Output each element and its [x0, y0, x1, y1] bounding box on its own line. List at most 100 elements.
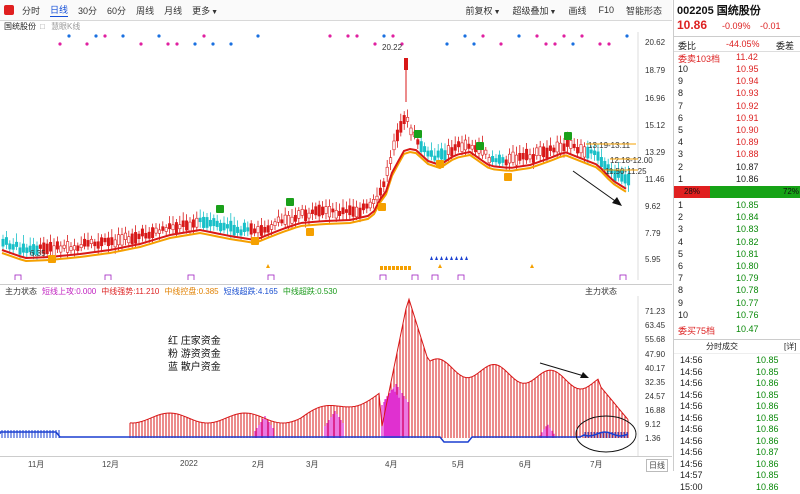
- level-price: 10.88: [736, 149, 759, 160]
- candle-body: [222, 222, 226, 231]
- marker: [465, 256, 468, 260]
- stock-name-label: 国统股份: [4, 21, 36, 31]
- sell-level-row[interactable]: 7 10.92: [674, 101, 800, 113]
- candle-body: [62, 244, 66, 249]
- level-label: 2: [678, 161, 684, 172]
- indicator-dropdown[interactable]: □ 慧眼K线: [40, 21, 81, 31]
- buy-level-row[interactable]: 2 10.84: [674, 212, 800, 224]
- candle-body: [300, 209, 304, 216]
- tab-weekly[interactable]: 周线: [136, 5, 155, 16]
- candle-body: [351, 206, 355, 217]
- sell-level-row[interactable]: 1 10.86: [674, 174, 800, 186]
- candle-body: [283, 214, 287, 225]
- candle-body: [334, 210, 338, 219]
- trade-price: 10.86: [756, 378, 779, 388]
- tab-30min[interactable]: 30分: [78, 5, 98, 16]
- buy-level-row[interactable]: 9 10.77: [674, 298, 800, 310]
- diff-label: 委差: [776, 41, 795, 51]
- candle-body: [559, 142, 563, 154]
- level-price: 10.89: [736, 137, 759, 148]
- candle-body: [59, 245, 63, 253]
- signal-dot: [211, 42, 215, 46]
- candle-body: [117, 234, 121, 246]
- sell-level-row[interactable]: 10 10.95: [674, 64, 800, 76]
- indicator-right-name[interactable]: 主力状态: [585, 286, 617, 296]
- candle-body: [290, 216, 294, 224]
- buy-level-row[interactable]: 8 10.78: [674, 285, 800, 297]
- pattern-button[interactable]: 智能形态: [625, 5, 662, 16]
- y-tick: 13.29: [645, 148, 666, 157]
- y-tick: 32.35: [645, 378, 666, 387]
- capital-flow-chart[interactable]: [0, 296, 672, 456]
- signal-labels: [48, 130, 572, 263]
- candle-body: [389, 157, 393, 164]
- quote-panel: 002205 国统股份 10.86 -0.09% -0.01 委比 -44.05…: [673, 0, 800, 492]
- high-price-label: 20.22: [382, 43, 403, 52]
- sell-level-row[interactable]: 5 10.90: [674, 125, 800, 137]
- trade-time: 14:56: [680, 366, 703, 377]
- y-tick: 40.17: [645, 364, 666, 373]
- sell-level-row[interactable]: 3 10.88: [674, 149, 800, 161]
- trade-price: 10.87: [756, 447, 779, 457]
- candle-body: [528, 154, 532, 160]
- candle-body: [93, 241, 97, 247]
- buy-level-row[interactable]: 10 10.76: [674, 310, 800, 322]
- sell-level-row[interactable]: 4 10.89: [674, 137, 800, 149]
- candle-body: [385, 166, 389, 176]
- candle-body: [232, 224, 236, 236]
- sell-level-row[interactable]: 8 10.93: [674, 88, 800, 100]
- candle-body: [280, 219, 284, 224]
- sell-level-row[interactable]: 9 10.94: [674, 76, 800, 88]
- candle-body: [79, 244, 83, 248]
- candle-body: [321, 206, 325, 216]
- sell-level-row[interactable]: 2 10.87: [674, 162, 800, 174]
- draw-button[interactable]: 画线: [568, 5, 587, 16]
- buy-signal-icon: [436, 160, 444, 168]
- candle-body: [164, 227, 168, 232]
- adjust-label: 前复权: [465, 5, 493, 16]
- tab-daily[interactable]: 日线: [50, 5, 69, 17]
- trade-price: 10.85: [756, 355, 779, 365]
- f10-button[interactable]: F10: [598, 5, 614, 15]
- tab-60min[interactable]: 60分: [107, 5, 127, 16]
- trade-row: 14:56 10.85: [674, 367, 800, 379]
- buy-level-row[interactable]: 1 10.85: [674, 200, 800, 212]
- trade-row: 14:56 10.86: [674, 436, 800, 448]
- tab-intraday[interactable]: 分时: [22, 5, 41, 16]
- tab-monthly[interactable]: 月线: [164, 5, 183, 16]
- overlay-button[interactable]: 超级叠加▼: [513, 4, 557, 17]
- adjust-button[interactable]: 前复权▼: [466, 4, 501, 17]
- candle-body: [552, 147, 556, 153]
- level-label: 6: [678, 112, 684, 123]
- candle-body: [185, 220, 189, 231]
- signal-dot: [85, 42, 89, 46]
- candle-body: [96, 241, 100, 249]
- kline-chart[interactable]: 20.22 6.35 13.19-13.11 12.18-12.00 11.50…: [0, 32, 672, 280]
- sell-level-row[interactable]: 6 10.91: [674, 113, 800, 125]
- trades-detail-button[interactable]: [详]: [784, 342, 797, 351]
- x-axis: 11月 12月 2022 2月 3月 4月 5月 6月 7月 日线: [0, 456, 672, 472]
- candle-body: [497, 154, 501, 164]
- y-tick: 24.57: [645, 392, 666, 401]
- abs-change: -0.01: [760, 21, 781, 31]
- trades-header: 分时成交 [详]: [674, 339, 800, 354]
- tab-more[interactable]: 更多▼: [192, 4, 218, 17]
- indicator-name: 主力状态: [5, 286, 37, 296]
- buy-level-row[interactable]: 6 10.80: [674, 261, 800, 273]
- buy-level-row[interactable]: 3 10.83: [674, 224, 800, 236]
- signal-dot: [553, 42, 557, 46]
- signal-dot: [481, 34, 485, 38]
- main-capital-bars: [129, 299, 629, 438]
- ma-line-orange: [1, 150, 627, 262]
- buy-level-row[interactable]: 4 10.82: [674, 237, 800, 249]
- candle-body: [525, 148, 529, 161]
- candle-body: [208, 219, 212, 227]
- y-tick: 20.62: [645, 38, 666, 47]
- buy-level-row[interactable]: 7 10.79: [674, 273, 800, 285]
- buy-level-row[interactable]: 5 10.81: [674, 249, 800, 261]
- signal-dot: [346, 34, 350, 38]
- trade-time: 14:56: [680, 447, 703, 457]
- period-switch[interactable]: 日线: [646, 459, 668, 472]
- level-price: 10.87: [736, 161, 759, 172]
- marker: [404, 266, 407, 270]
